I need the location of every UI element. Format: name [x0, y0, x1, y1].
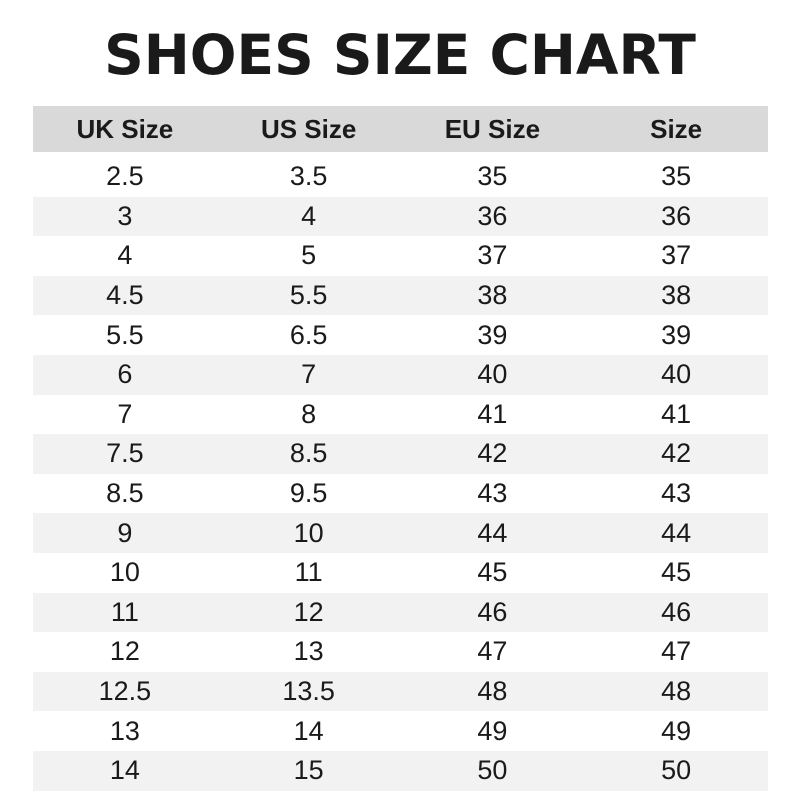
- cell-uk-size: 7.5: [106, 438, 144, 469]
- cell-us-size: 5: [301, 240, 317, 271]
- cell-uk-size: 8.5: [106, 478, 144, 509]
- cell-eu-size: 38: [477, 280, 508, 311]
- cell-uk-size: 10: [109, 557, 140, 588]
- table-row: 5.5 6.5 39 39: [33, 315, 768, 355]
- header-eu-size: EU Size: [444, 113, 541, 144]
- cell-us-size: 6.5: [289, 319, 328, 350]
- cell-uk-size: 4.5: [106, 280, 144, 311]
- cell-size: 46: [661, 596, 692, 627]
- cell-us-size: 8.5: [289, 438, 328, 469]
- cell-us-size: 12: [293, 596, 324, 627]
- header-size: Size: [650, 113, 703, 144]
- table-row: 12.5 13.5 48 48: [33, 671, 768, 712]
- cell-us-size: 10: [293, 517, 324, 548]
- cell-us-size: 13: [293, 636, 324, 667]
- cell-uk-size: 3: [117, 200, 133, 231]
- cell-size: 40: [661, 359, 692, 390]
- table-row: 2.5 3.5 35 35: [33, 157, 768, 197]
- cell-size: 36: [661, 200, 692, 231]
- cell-size: 42: [661, 438, 692, 469]
- cell-eu-size: 42: [477, 438, 508, 469]
- cell-uk-size: 13: [109, 715, 140, 746]
- table-row: 3 4 36 36: [33, 196, 768, 237]
- cell-us-size: 7: [301, 359, 317, 390]
- cell-us-size: 11: [294, 557, 323, 588]
- cell-eu-size: 37: [477, 240, 508, 271]
- cell-size: 41: [661, 398, 692, 429]
- cell-size: 43: [661, 478, 692, 509]
- cell-size: 38: [661, 280, 692, 311]
- table-row: 11 12 46 46: [33, 592, 768, 633]
- cell-size: 47: [661, 636, 692, 667]
- cell-us-size: 15: [293, 755, 324, 786]
- cell-size: 49: [661, 715, 692, 746]
- cell-us-size: 5.5: [289, 280, 328, 311]
- cell-eu-size: 46: [477, 596, 508, 627]
- cell-uk-size: 5.5: [106, 319, 144, 350]
- cell-us-size: 9.5: [289, 478, 328, 509]
- cell-eu-size: 48: [477, 676, 508, 707]
- cell-eu-size: 47: [477, 636, 508, 667]
- cell-eu-size: 39: [477, 319, 508, 350]
- cell-size: 45: [661, 557, 692, 588]
- cell-size: 35: [661, 161, 692, 192]
- table-row: 7.5 8.5 42 42: [33, 434, 768, 474]
- cell-uk-size: 2.5: [106, 161, 144, 192]
- cell-uk-size: 11: [110, 596, 139, 627]
- cell-us-size: 13.5: [282, 676, 335, 707]
- table-row: 9 10 44 44: [33, 513, 768, 553]
- cell-size: 37: [661, 240, 692, 271]
- cell-size: 48: [661, 676, 692, 707]
- table-body: 2.5 3.5 35 35 3 4 36 36 4 5 37 37 4.5 5.5 38 38 5.5 6.5 39…: [33, 157, 768, 791]
- size-table: UK Size US Size EU Size Size 2.5 3.5 35 35 3…: [33, 106, 768, 791]
- cell-size: 44: [661, 517, 692, 548]
- table-row: 4.5 5.5 38 38: [33, 275, 768, 316]
- cell-us-size: 4: [301, 200, 317, 231]
- cell-eu-size: 44: [477, 517, 508, 548]
- table-row: 8.5 9.5 43 43: [33, 474, 768, 514]
- cell-eu-size: 49: [477, 715, 508, 746]
- table-row: 13 14 49 49: [33, 711, 768, 751]
- cell-uk-size: 14: [109, 755, 140, 786]
- table-header: UK Size US Size EU Size Size: [33, 106, 768, 152]
- header-uk-size: UK Size: [76, 113, 174, 144]
- cell-us-size: 3.5: [289, 161, 328, 192]
- cell-uk-size: 4: [117, 240, 133, 271]
- table-row: 7 8 41 41: [33, 395, 768, 435]
- cell-uk-size: 7: [117, 398, 133, 429]
- cell-eu-size: 45: [477, 557, 508, 588]
- cell-eu-size: 41: [477, 398, 508, 429]
- table-row: 4 5 37 37: [33, 236, 768, 276]
- header-us-size: US Size: [260, 113, 357, 144]
- cell-us-size: 14: [293, 715, 324, 746]
- cell-uk-size: 12.5: [98, 676, 152, 707]
- page-title: SHOES SIZE CHART: [104, 23, 696, 87]
- cell-eu-size: 40: [477, 359, 508, 390]
- table-row: 6 7 40 40: [33, 354, 768, 395]
- cell-eu-size: 50: [477, 755, 508, 786]
- table-row: 14 15 50 50: [33, 750, 768, 791]
- cell-eu-size: 35: [477, 161, 508, 192]
- table-row: 10 11 45 45: [33, 553, 768, 593]
- cell-eu-size: 43: [477, 478, 508, 509]
- cell-eu-size: 36: [477, 200, 508, 231]
- cell-us-size: 8: [301, 398, 317, 429]
- cell-uk-size: 12: [109, 636, 140, 667]
- cell-uk-size: 6: [117, 359, 133, 390]
- cell-size: 39: [661, 319, 692, 350]
- table-row: 12 13 47 47: [33, 632, 768, 672]
- cell-size: 50: [661, 755, 692, 786]
- cell-uk-size: 9: [117, 517, 133, 548]
